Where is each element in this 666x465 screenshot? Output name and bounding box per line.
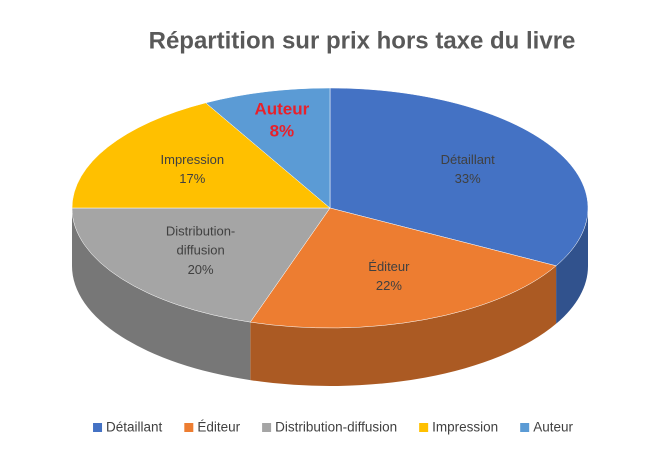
slice-side [556, 208, 588, 324]
slice [71, 102, 331, 209]
legend-swatch [520, 423, 530, 432]
chart-title: Répartition sur prix hors taxe du livre [149, 27, 576, 54]
data-label: 20% [188, 262, 214, 277]
legend-swatch [184, 423, 194, 432]
data-label: Distribution-diffusion [166, 224, 235, 258]
data-label: 8% [270, 121, 295, 140]
data-label: 17% [179, 171, 205, 186]
legend-swatch [419, 423, 429, 432]
slice-side [72, 208, 251, 381]
data-label: Impression [161, 152, 225, 167]
data-label-line: diffusion [176, 243, 224, 258]
legend-label: Impression [432, 420, 498, 435]
data-label: Auteur [254, 99, 309, 118]
legend-swatch [262, 423, 272, 432]
data-label: Détaillant [441, 152, 496, 167]
legend-label: Éditeur [197, 420, 240, 435]
legend-swatch [93, 423, 103, 432]
data-label: 22% [376, 278, 402, 293]
data-label: Éditeur [368, 259, 410, 274]
slice-side [250, 265, 557, 386]
slice [205, 87, 331, 209]
legend-label: Détaillant [106, 420, 163, 435]
legend-label: Distribution-diffusion [275, 420, 397, 435]
data-label: 33% [455, 171, 481, 186]
slice [71, 207, 331, 323]
legend-label: Auteur [533, 420, 573, 435]
slice [329, 87, 589, 267]
data-label-line: Distribution- [166, 224, 235, 239]
legend: Détaillant Éditeur Distribution-diffusion I… [93, 420, 573, 435]
slice [249, 207, 557, 329]
